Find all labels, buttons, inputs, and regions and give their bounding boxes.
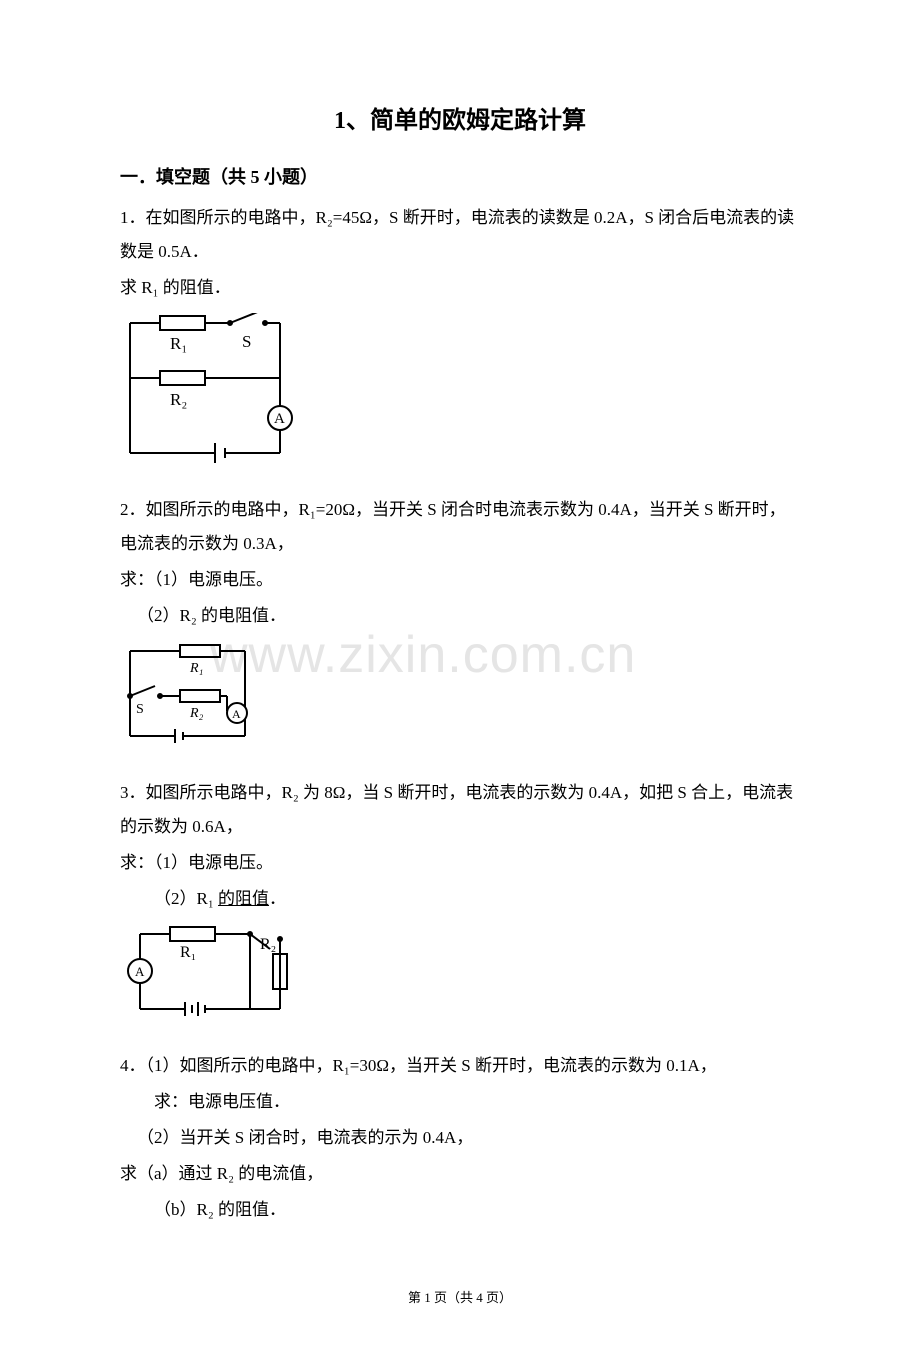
q1-circuit: R₁ S R₂ A: [120, 313, 800, 473]
q3-circuit: R₁ R₂ A: [120, 924, 800, 1029]
r2-label-text: R₂: [170, 390, 187, 409]
q3-line1: 3．如图所示电路中，R₂ 为 8Ω，当 S 断开时，电流表的示数为 0.4A，如…: [120, 776, 800, 844]
r1-label-text: R₁: [170, 334, 187, 353]
a-label-text: A: [274, 411, 285, 427]
section-header: 一．填空题（共 5 小题）: [120, 163, 800, 189]
q4-line5: （b）R₂ 的阻值．: [120, 1193, 800, 1227]
q4-line3: （2）当开关 S 闭合时，电流表的示为 0.4A，: [120, 1121, 800, 1155]
r2-label-text: R₂: [189, 706, 204, 721]
q2-circuit: R₁ S R₂ A: [120, 641, 800, 756]
question-3: 3．如图所示电路中，R₂ 为 8Ω，当 S 断开时，电流表的示数为 0.4A，如…: [120, 776, 800, 916]
r2-label-text: R₂: [260, 936, 276, 953]
q1-line1: 1．在如图所示的电路中，R₂=45Ω，S 断开时，电流表的读数是 0.2A，S …: [120, 201, 800, 269]
q4-line1: 4．（1）如图所示的电路中，R₁=30Ω，当开关 S 断开时，电流表的示数为 0…: [120, 1049, 800, 1083]
q2-line3: （2）R₂ 的电阻值．: [120, 599, 800, 633]
q4-line4: 求（a）通过 R₂ 的电流值，: [120, 1157, 800, 1191]
s-label-text: S: [136, 702, 144, 717]
s-label-text: S: [242, 332, 251, 351]
r1-label-text: R₁: [180, 944, 196, 961]
q1-line2: 求 R₁ 的阻值．: [120, 271, 800, 305]
question-4: 4．（1）如图所示的电路中，R₁=30Ω，当开关 S 断开时，电流表的示数为 0…: [120, 1049, 800, 1227]
page-footer: 第 1 页（共 4 页）: [120, 1287, 800, 1306]
q3-line2: 求：（1）电源电压。: [120, 846, 800, 880]
page-content: 1、简单的欧姆定路计算 一．填空题（共 5 小题） 1．在如图所示的电路中，R₂…: [120, 100, 800, 1306]
question-2: 2．如图所示的电路中，R₁=20Ω，当开关 S 闭合时电流表示数为 0.4A，当…: [120, 493, 800, 633]
a-label-text: A: [232, 707, 241, 721]
page-title: 1、简单的欧姆定路计算: [120, 100, 800, 135]
q3-line3: （2）R₁ 的阻值．: [120, 882, 800, 916]
r1-label-text: R₁: [189, 661, 203, 676]
q2-line2: 求：（1）电源电压。: [120, 563, 800, 597]
a-label-text: A: [135, 964, 145, 979]
q4-line2: 求：电源电压值．: [120, 1085, 800, 1119]
question-1: 1．在如图所示的电路中，R₂=45Ω，S 断开时，电流表的读数是 0.2A，S …: [120, 201, 800, 305]
q2-line1: 2．如图所示的电路中，R₁=20Ω，当开关 S 闭合时电流表示数为 0.4A，当…: [120, 493, 800, 561]
